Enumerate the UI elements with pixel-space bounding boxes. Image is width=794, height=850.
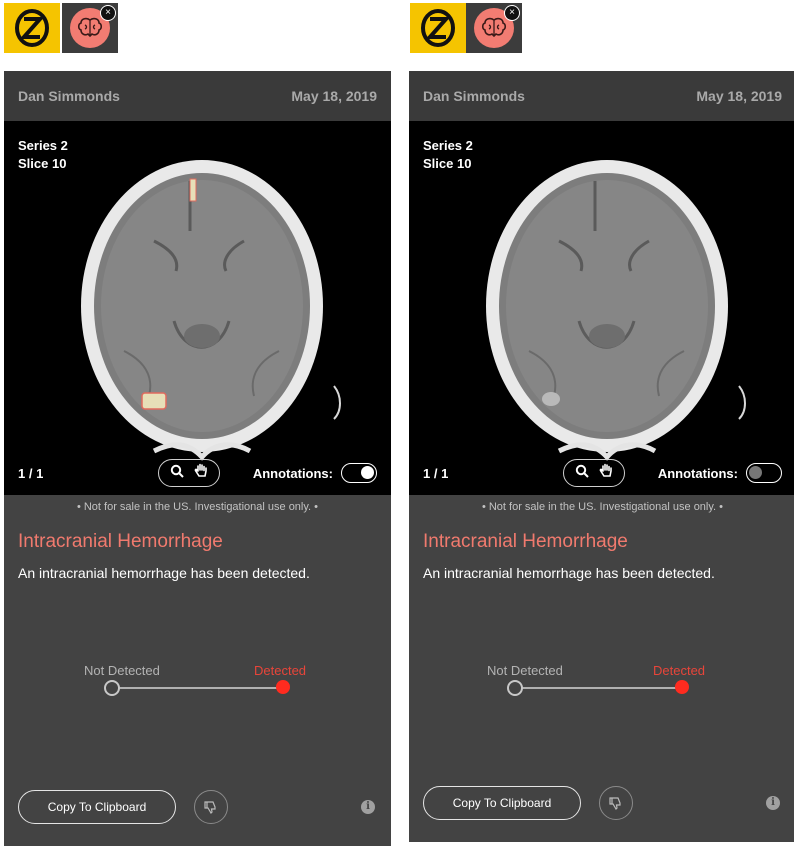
not-detected-label: Not Detected [487,663,563,678]
study-date: May 18, 2019 [291,88,377,104]
panel-header: Dan Simmonds May 18, 2019 [409,71,794,121]
series-label: Series 2 [18,137,68,155]
ct-scan-image [409,121,794,495]
patient-name: Dan Simmonds [423,88,525,104]
annotations-control: Annotations: [658,463,782,483]
annotations-label: Annotations: [658,466,738,481]
finding-description: An intracranial hemorrhage has been dete… [18,565,377,581]
close-icon[interactable]: × [504,5,520,21]
detection-slider[interactable]: Not Detected Detected [409,663,794,723]
detection-slider[interactable]: Not Detected Detected [4,663,391,723]
slider-stop-detected[interactable] [675,680,689,694]
panel-footer: Copy To Clipboard i [423,786,782,826]
disclaimer: • Not for sale in the US. Investigationa… [409,501,794,513]
slice-label: Slice 10 [423,155,473,173]
ai-module-tile[interactable]: × [466,3,522,53]
patient-name: Dan Simmonds [18,88,120,104]
thumbs-down-icon[interactable] [194,790,228,824]
finding-title: Intracranial Hemorrhage [18,531,377,553]
thumbs-down-icon[interactable] [599,786,633,820]
study-date: May 18, 2019 [696,88,782,104]
ai-module-tile[interactable]: × [62,3,118,53]
search-icon[interactable] [170,464,184,483]
z-logo-icon[interactable] [4,3,60,53]
annotations-toggle[interactable] [341,463,377,483]
series-slice-label: Series 2 Slice 10 [18,137,68,173]
info-icon[interactable]: i [361,800,375,814]
series-label: Series 2 [423,137,473,155]
hand-icon[interactable] [599,463,613,483]
hand-icon[interactable] [194,463,208,483]
finding-description: An intracranial hemorrhage has been dete… [423,565,782,581]
zoom-pan-tools [158,459,220,487]
slider-stop-not-detected[interactable] [104,680,120,696]
finding-title: Intracranial Hemorrhage [423,531,782,553]
panel-footer: Copy To Clipboard i [18,790,377,830]
close-icon[interactable]: × [100,5,116,21]
copy-to-clipboard-button[interactable]: Copy To Clipboard [18,790,176,824]
not-detected-label: Not Detected [84,663,160,678]
slider-track [514,687,682,689]
info-icon[interactable]: i [766,796,780,810]
detected-label: Detected [653,663,705,678]
series-slice-label: Series 2 Slice 10 [423,137,473,173]
z-logo-icon[interactable] [410,3,466,53]
slider-stop-not-detected[interactable] [507,680,523,696]
zoom-pan-tools [563,459,625,487]
image-pager: 1 / 1 [423,466,448,481]
annotations-control: Annotations: [253,463,377,483]
ct-scan-image [4,121,391,495]
search-icon[interactable] [575,464,589,483]
ct-image-viewer[interactable]: Series 2 Slice 10 1 / 1 Annotations: [4,121,391,495]
slice-label: Slice 10 [18,155,68,173]
detected-label: Detected [254,663,306,678]
panel-header: Dan Simmonds May 18, 2019 [4,71,391,121]
image-pager: 1 / 1 [18,466,43,481]
result-panel: Dan Simmonds May 18, 2019 Series 2 Slice… [409,71,794,842]
disclaimer: • Not for sale in the US. Investigationa… [4,501,391,513]
result-panel: Dan Simmonds May 18, 2019 Series 2 Slice… [4,71,391,846]
ct-image-viewer[interactable]: Series 2 Slice 10 1 / 1 Annotations: [409,121,794,495]
slider-track [111,687,283,689]
slider-stop-detected[interactable] [276,680,290,694]
annotations-toggle[interactable] [746,463,782,483]
copy-to-clipboard-button[interactable]: Copy To Clipboard [423,786,581,820]
annotations-label: Annotations: [253,466,333,481]
